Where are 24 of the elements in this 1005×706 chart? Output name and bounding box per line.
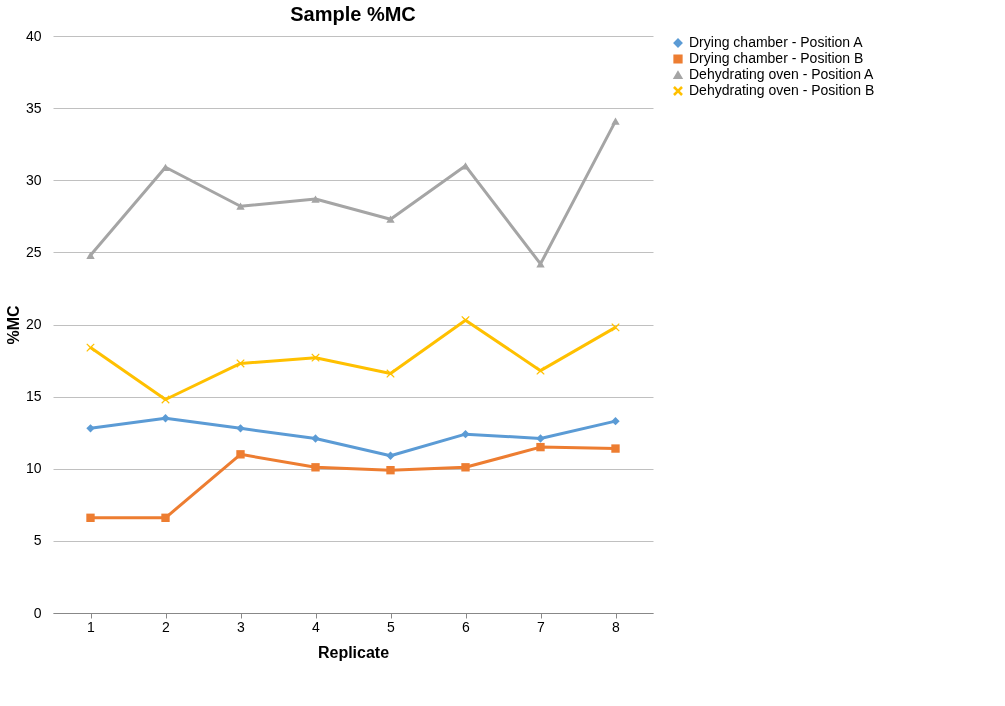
x-tick-label: 2 [162, 618, 171, 635]
legend-label: Drying chamber - Position A [689, 34, 864, 50]
legend-label: Dehydrating oven - Position B [689, 82, 875, 98]
y-tick-label: 0 [33, 604, 42, 621]
x-tick-label: 7 [537, 618, 546, 635]
legend-label: Drying chamber - Position B [689, 50, 864, 66]
y-tick-label: 40 [25, 27, 42, 44]
y-tick-label: 30 [25, 171, 42, 188]
x-tick-label: 4 [312, 618, 321, 635]
y-tick-label: 35 [25, 99, 42, 116]
y-axis-title: %MC [4, 305, 22, 345]
y-tick-label: 15 [25, 388, 42, 405]
y-tick-label: 25 [25, 243, 42, 260]
x-tick-label: 3 [237, 618, 246, 635]
chart-title: Sample %MC [290, 3, 416, 25]
x-axis-title: Replicate [317, 643, 390, 661]
x-tick-label: 1 [87, 618, 96, 635]
legend-label: Dehydrating oven - Position A [689, 66, 875, 82]
y-tick-label: 10 [25, 460, 42, 477]
y-tick-label: 20 [25, 316, 42, 332]
x-tick-label: 6 [462, 618, 471, 635]
x-tick-label: 8 [612, 618, 621, 635]
y-tick-label: 5 [33, 532, 42, 549]
x-tick-label: 5 [387, 618, 396, 635]
